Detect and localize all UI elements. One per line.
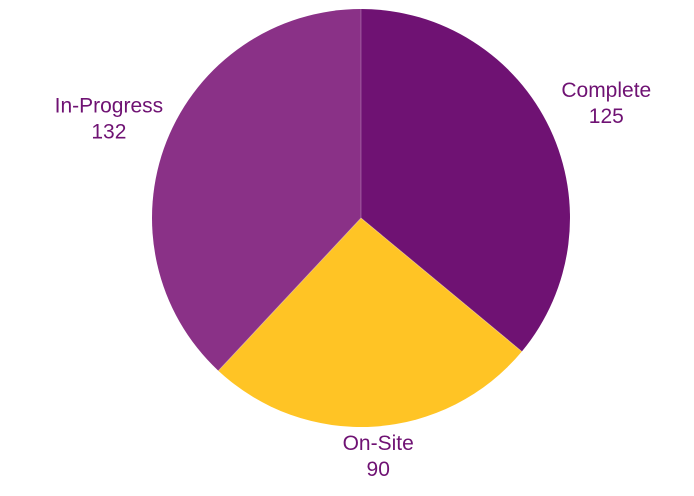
slice-label-complete: Complete xyxy=(561,79,651,102)
slice-label-on-site: On-Site xyxy=(343,432,414,455)
slice-value-complete: 125 xyxy=(589,105,624,128)
slices-layer xyxy=(152,9,570,427)
slice-value-in-progress: 132 xyxy=(91,121,126,144)
slice-label-in-progress: In-Progress xyxy=(55,95,164,118)
slice-value-on-site: 90 xyxy=(367,458,390,481)
